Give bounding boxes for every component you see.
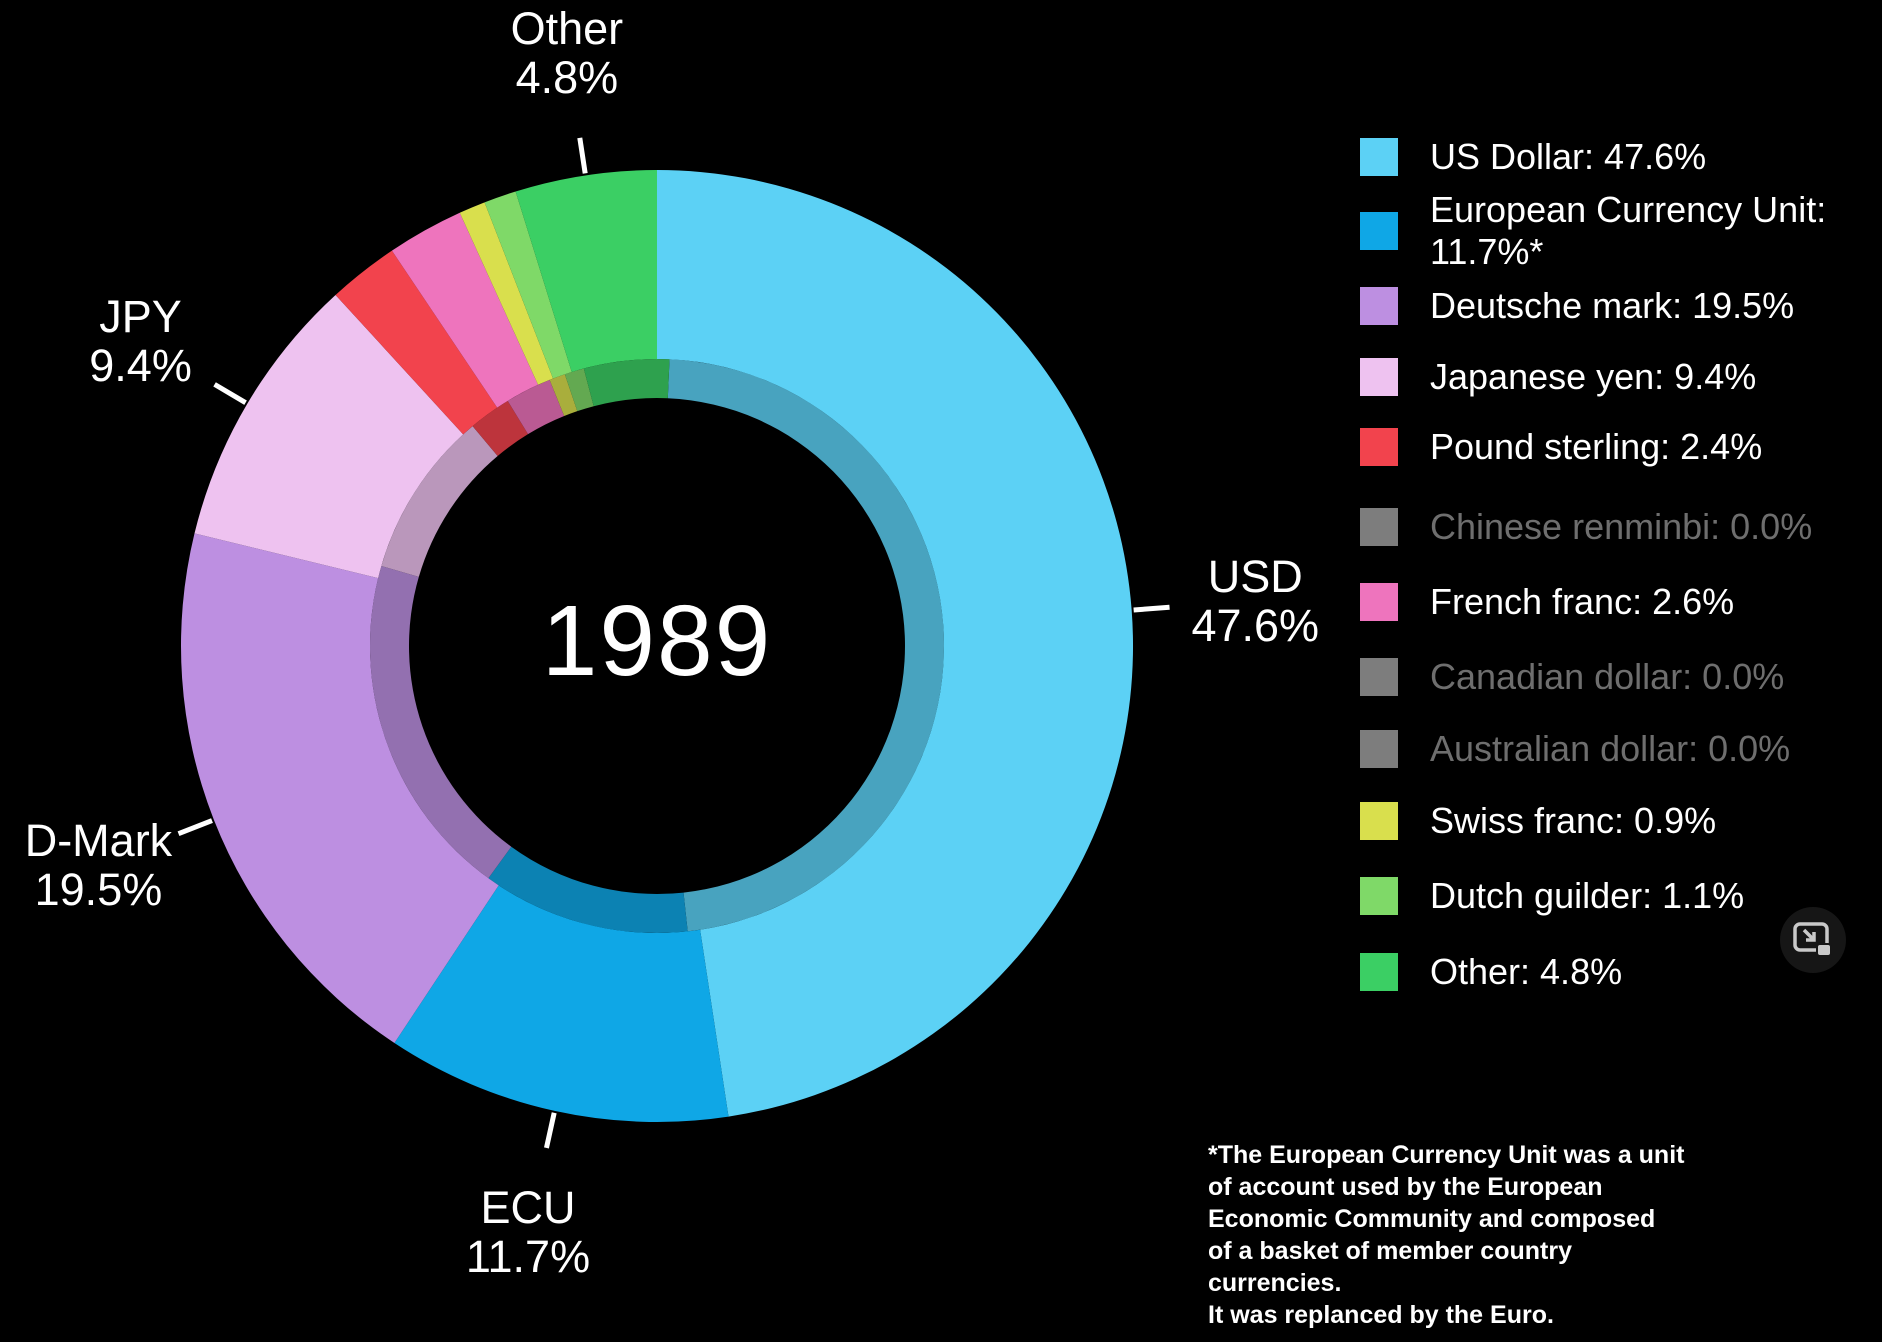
donut-segment[interactable] [180,533,499,1044]
donut-segment[interactable] [459,202,554,385]
donut-trail-segment [381,426,498,577]
legend-row[interactable]: Other: 4.8% [1360,951,1622,993]
callout-tick [577,137,588,174]
legend-swatch [1360,730,1398,768]
callout-label: ECU 11.7% [466,1183,590,1281]
donut-trail-segment [488,846,688,933]
footnote: *The European Currency Unit was a unit of… [1208,1139,1708,1331]
legend-swatch [1360,802,1398,840]
legend-swatch [1360,212,1398,250]
donut-trail-segment [370,566,512,879]
footnote-line: Economic Community and composed [1208,1205,1656,1233]
legend-label: Pound sterling: 2.4% [1430,426,1763,467]
callout-tick [544,1112,557,1149]
legend-swatch [1360,138,1398,176]
donut-segment[interactable] [484,191,572,379]
legend-row[interactable]: Pound sterling: 2.4% [1360,426,1762,468]
footnote-line: *The European Currency Unit was a unit [1208,1141,1685,1169]
picture-in-picture-button[interactable] [1780,907,1846,973]
legend-label: European Currency Unit: 11.7%* [1430,189,1827,272]
picture-in-picture-icon [1793,922,1832,957]
donut-trail-segment [472,400,529,456]
callout-label: JPY 9.4% [89,292,192,390]
legend-label: Chinese renminbi: 0.0% [1430,506,1813,547]
legend-row[interactable]: Swiss franc: 0.9% [1360,800,1716,842]
callout-percentage: 19.5% [34,864,163,916]
donut-trail-segment [667,359,944,932]
legend-label: Swiss franc: 0.9% [1430,800,1717,841]
donut-segment[interactable] [515,170,657,372]
footnote-line: of a basket of member country currencies… [1208,1237,1572,1297]
legend-swatch [1360,658,1398,696]
legend-swatch [1360,358,1398,396]
callout-currency-name: D-Mark [24,815,173,867]
callout-label: Other 4.8% [511,4,624,102]
legend-swatch [1360,877,1398,915]
donut-segment[interactable] [194,294,464,579]
legend-row[interactable]: US Dollar: 47.6% [1360,136,1706,178]
legend-swatch [1360,287,1398,325]
legend-label: Australian dollar: 0.0% [1430,728,1791,769]
callout-currency-name: Other [510,2,624,54]
legend-label: Other: 4.8% [1430,951,1623,992]
callout-label: D-Mark 19.5% [25,816,172,914]
donut-segment[interactable] [657,170,1134,1117]
donut-trail-segment [507,379,565,435]
callout-currency-name: JPY [99,290,182,342]
legend-row[interactable]: European Currency Unit: 11.7%* [1360,189,1826,273]
callout-label: USD 47.6% [1191,552,1319,650]
callout-tick [213,382,247,405]
legend-row[interactable]: Australian dollar: 0.0% [1360,728,1790,770]
legend-label: Deutsche mark: 19.5% [1430,285,1795,326]
callout-percentage: 4.8% [515,51,619,103]
legend-swatch [1360,583,1398,621]
callout-currency-name: USD [1207,550,1303,602]
footnote-line: of account used by the European [1208,1173,1603,1201]
donut-segment[interactable] [335,250,498,435]
callout-percentage: 47.6% [1191,599,1320,651]
legend-swatch [1360,953,1398,991]
legend-swatch [1360,508,1398,546]
legend-row[interactable]: Canadian dollar: 0.0% [1360,656,1784,698]
callout-percentage: 11.7% [465,1230,591,1282]
footnote-line: It was replanced by the Euro. [1208,1301,1554,1329]
legend-row[interactable]: Chinese renminbi: 0.0% [1360,506,1812,548]
legend-label: French franc: 2.6% [1430,581,1735,622]
donut-segment[interactable] [391,212,539,408]
legend-row[interactable]: Deutsche mark: 19.5% [1360,285,1794,327]
legend-row[interactable]: Dutch guilder: 1.1% [1360,875,1744,917]
donut-trail-segment [549,374,578,417]
center-year-label: 1989 [541,584,773,697]
legend-row[interactable]: French franc: 2.6% [1360,581,1734,623]
legend-label: Japanese yen: 9.4% [1430,356,1757,397]
callout-tick [1133,604,1170,613]
callout-percentage: 9.4% [89,339,192,391]
donut-segment[interactable] [394,885,729,1123]
legend-label: Canadian dollar: 0.0% [1430,656,1785,697]
legend-label: US Dollar: 47.6% [1430,136,1707,177]
callout-tick [177,818,213,837]
legend-label: Dutch guilder: 1.1% [1430,875,1745,916]
legend-swatch [1360,428,1398,466]
legend-row[interactable]: Japanese yen: 9.4% [1360,356,1756,398]
callout-currency-name: ECU [480,1181,576,1233]
donut-trail-segment [564,368,594,412]
donut-trail-segment [583,358,670,407]
